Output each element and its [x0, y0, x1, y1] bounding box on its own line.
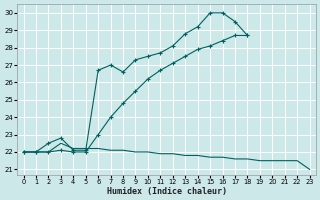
X-axis label: Humidex (Indice chaleur): Humidex (Indice chaleur): [107, 187, 227, 196]
